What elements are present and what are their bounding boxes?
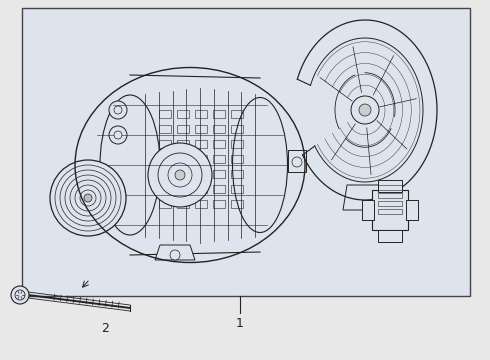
Circle shape — [80, 190, 96, 206]
Bar — [378, 193, 402, 198]
Bar — [22, 8, 470, 296]
Bar — [177, 140, 189, 148]
Circle shape — [109, 126, 127, 144]
Bar — [130, 75, 260, 252]
Circle shape — [359, 104, 371, 116]
Circle shape — [168, 163, 192, 187]
Bar — [177, 125, 189, 133]
Bar — [231, 170, 243, 178]
Bar — [378, 185, 402, 190]
Bar — [213, 140, 225, 148]
Bar — [195, 170, 207, 178]
Bar — [195, 110, 207, 118]
Bar — [195, 200, 207, 208]
Text: 2: 2 — [101, 322, 109, 335]
Ellipse shape — [100, 95, 160, 235]
Bar — [213, 155, 225, 163]
Bar — [231, 155, 243, 163]
Circle shape — [11, 286, 29, 304]
Circle shape — [15, 290, 25, 300]
Bar — [213, 125, 225, 133]
Bar — [213, 110, 225, 118]
Circle shape — [114, 106, 122, 114]
Text: 1: 1 — [236, 317, 244, 330]
Bar — [177, 185, 189, 193]
Circle shape — [50, 160, 126, 236]
Circle shape — [65, 175, 111, 221]
Bar — [159, 125, 171, 133]
Bar — [378, 230, 402, 242]
Bar — [195, 185, 207, 193]
Circle shape — [158, 153, 202, 197]
Circle shape — [75, 185, 101, 211]
Bar — [378, 201, 402, 206]
Bar — [159, 200, 171, 208]
Bar — [177, 170, 189, 178]
Circle shape — [60, 170, 116, 226]
Bar — [231, 110, 243, 118]
Circle shape — [175, 170, 185, 180]
Bar — [288, 150, 306, 172]
Ellipse shape — [232, 98, 288, 233]
Bar — [159, 185, 171, 193]
Bar — [195, 155, 207, 163]
Bar — [406, 200, 418, 220]
Circle shape — [148, 143, 212, 207]
Bar — [231, 125, 243, 133]
Circle shape — [114, 131, 122, 139]
Bar — [177, 110, 189, 118]
Circle shape — [84, 194, 92, 202]
Polygon shape — [343, 185, 387, 210]
Bar — [159, 170, 171, 178]
Circle shape — [55, 165, 121, 231]
Bar — [378, 180, 402, 192]
Circle shape — [170, 250, 180, 260]
Circle shape — [109, 101, 127, 119]
Bar — [177, 200, 189, 208]
Bar — [177, 155, 189, 163]
Circle shape — [70, 180, 106, 216]
Bar — [378, 209, 402, 214]
Circle shape — [292, 157, 302, 167]
Polygon shape — [155, 245, 195, 260]
Bar — [213, 185, 225, 193]
Bar — [195, 125, 207, 133]
Bar — [159, 155, 171, 163]
Bar — [213, 200, 225, 208]
Bar — [159, 140, 171, 148]
Bar — [85, 70, 315, 245]
Bar — [231, 140, 243, 148]
Bar — [362, 200, 374, 220]
Bar — [231, 200, 243, 208]
Circle shape — [351, 96, 379, 124]
Bar — [195, 140, 207, 148]
Bar — [213, 170, 225, 178]
Bar — [231, 185, 243, 193]
Bar — [372, 190, 408, 230]
Bar — [159, 110, 171, 118]
